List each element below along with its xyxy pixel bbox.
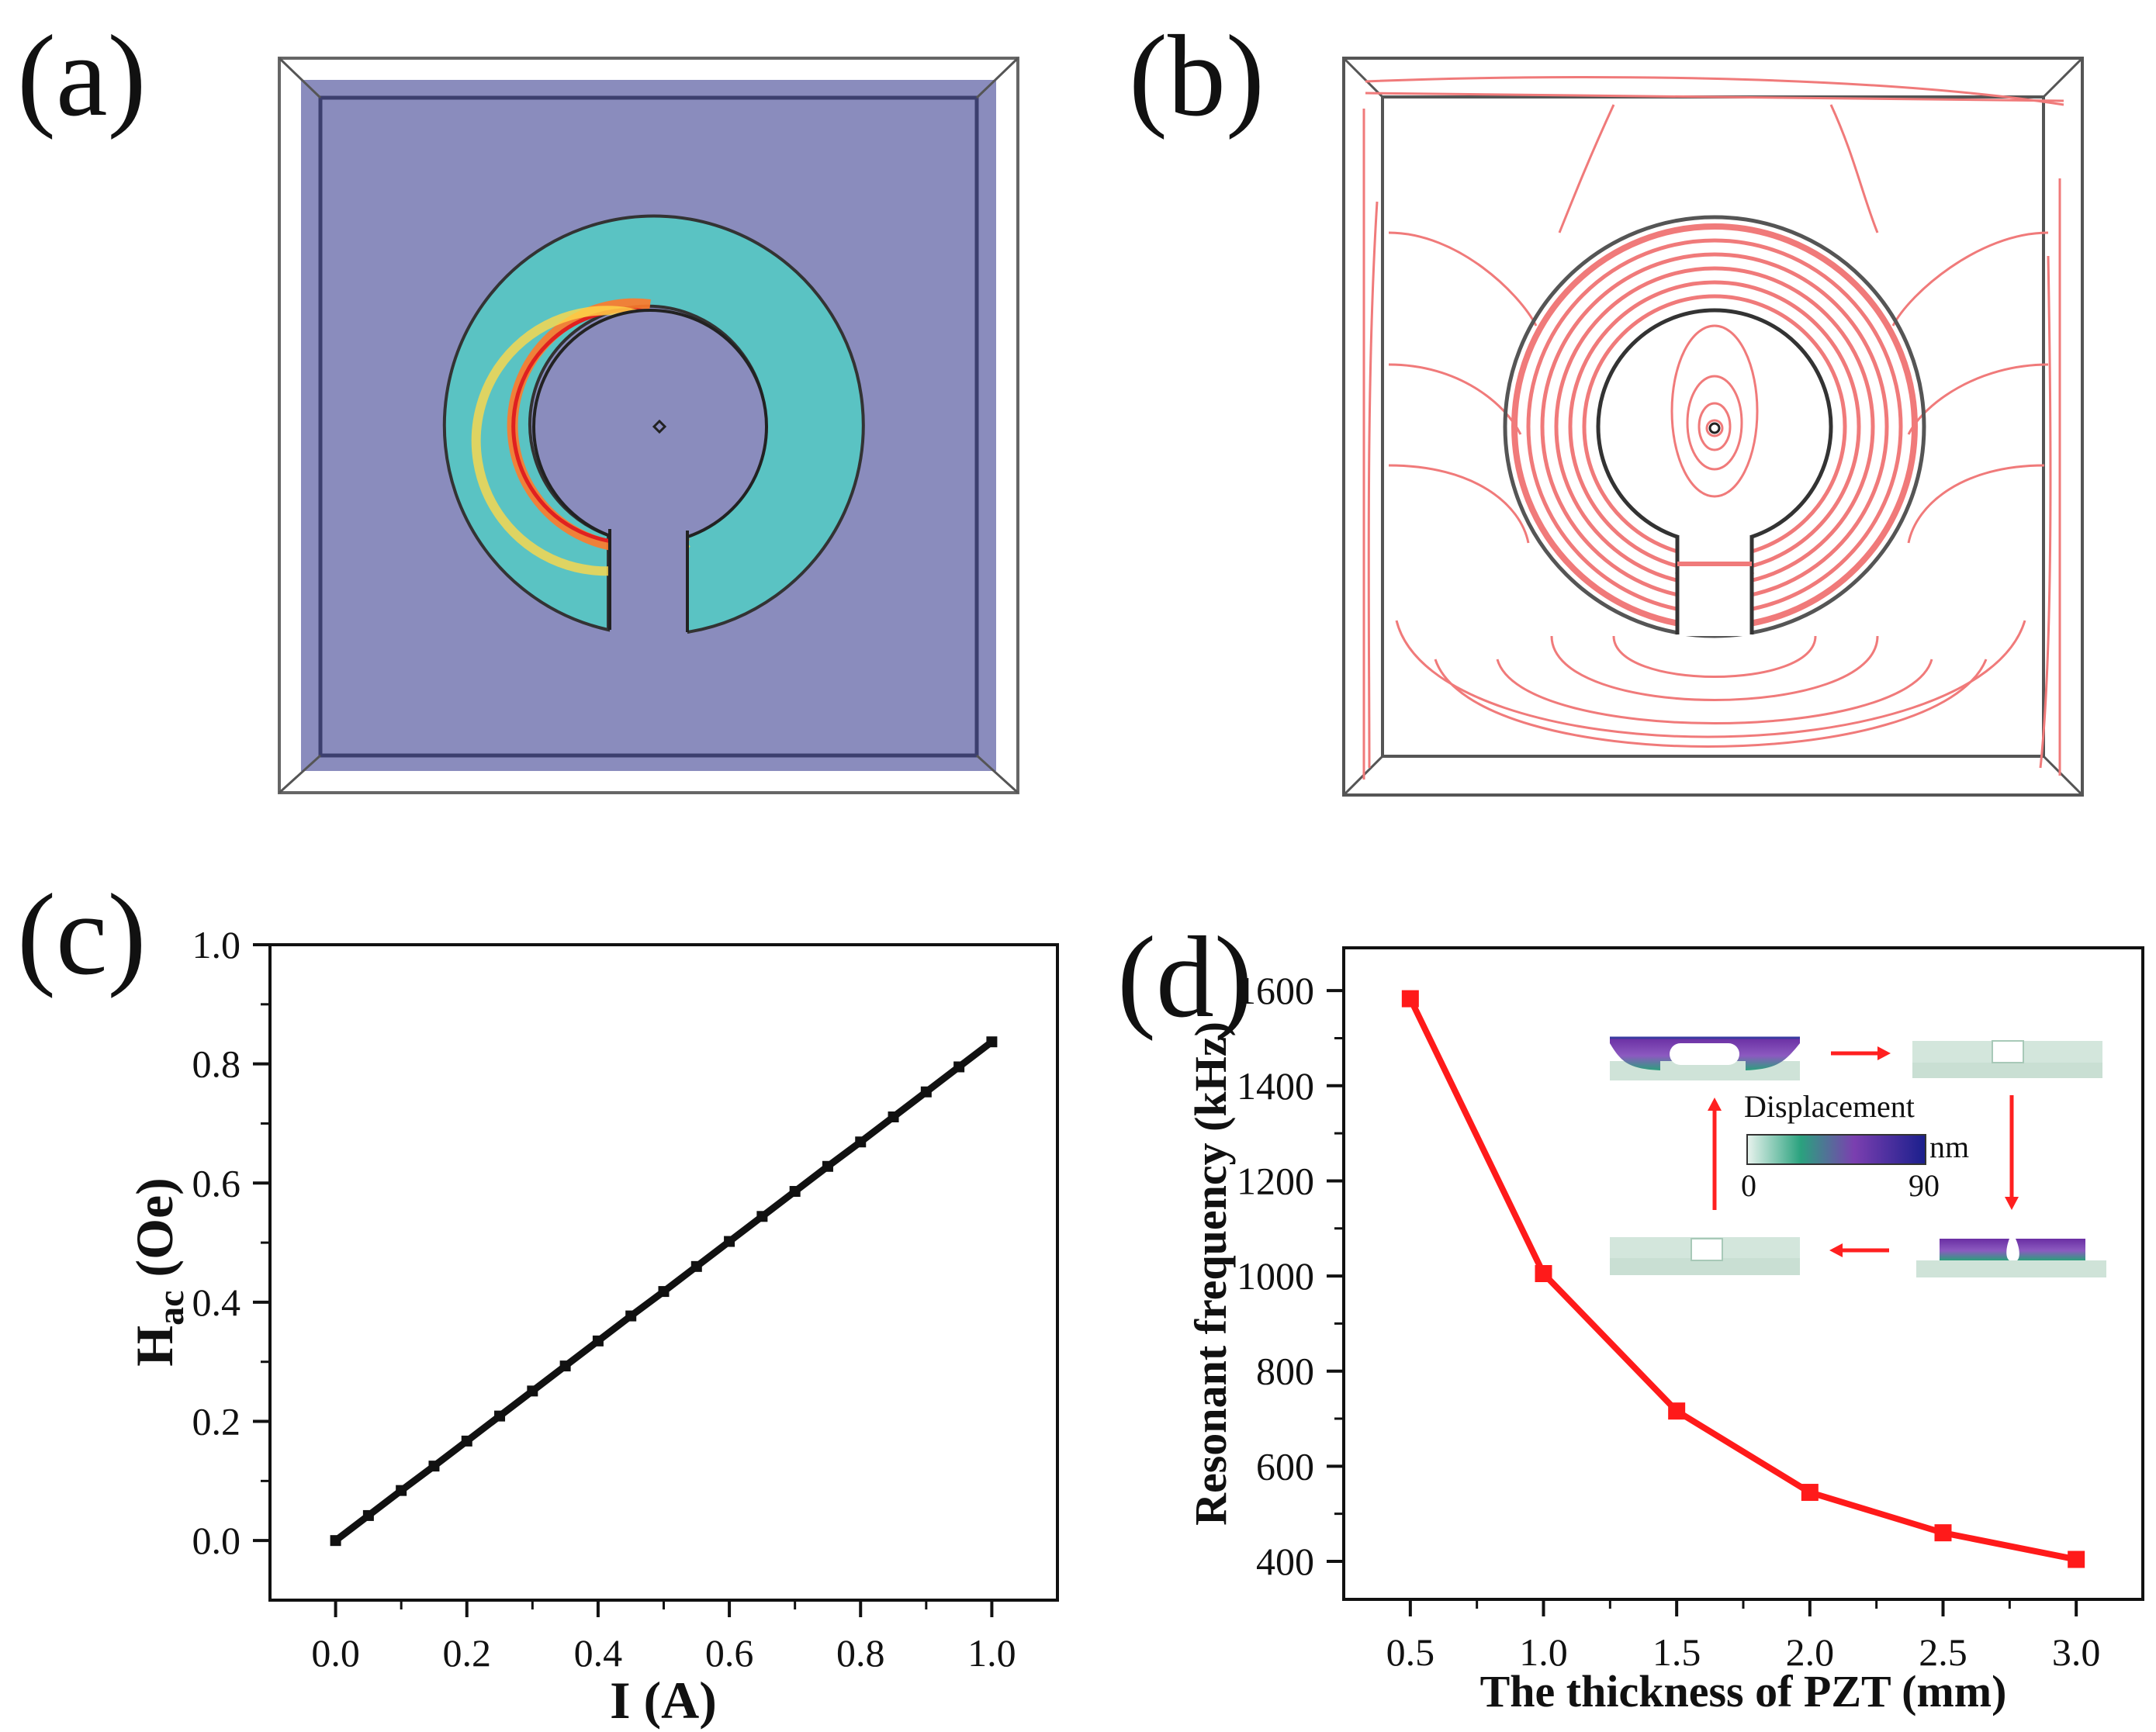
chart-d-ylabel: Resonant frequency (kHz) <box>1185 1022 1236 1526</box>
panel-b: (b) <box>1129 12 2084 797</box>
chart-d-xtick-label: 2.5 <box>1919 1630 1967 1674</box>
chart-c-point <box>690 1260 702 1272</box>
chart-c-xtick-label: 0.4 <box>574 1631 623 1675</box>
chart-d-ytick-label: 600 <box>1256 1444 1314 1488</box>
chart-c-point <box>822 1160 833 1172</box>
chart-c-ytick-label: 0.2 <box>192 1400 241 1443</box>
chart-d-ytick-label: 1200 <box>1237 1159 1314 1202</box>
chart-d-point <box>1668 1402 1686 1420</box>
chart-d-xtick-label: 0.5 <box>1386 1630 1435 1674</box>
panel-label-c: (c) <box>17 870 146 999</box>
field-box-outer <box>1342 57 2084 797</box>
panel-label-b: (b) <box>1129 12 1265 140</box>
chart-c-ytick-label: 0.0 <box>192 1519 241 1562</box>
chart-d-xtick-label: 1.5 <box>1652 1630 1701 1674</box>
chart-c-point <box>986 1036 998 1048</box>
inset-colorbar-title: Displacement <box>1744 1089 1915 1124</box>
chart-d-point <box>1535 1265 1552 1282</box>
sim-box-inner <box>318 95 979 758</box>
chart-c-point <box>592 1335 604 1347</box>
chart-d-ytick-label: 1600 <box>1237 969 1314 1012</box>
chart-c-point <box>724 1236 735 1247</box>
chart-c-ytick-label: 0.6 <box>192 1161 241 1205</box>
chart-d-ytick-label: 800 <box>1256 1350 1314 1393</box>
inset-colorbar-min: 0 <box>1741 1168 1756 1203</box>
inset-state-top-left <box>1610 1036 1800 1080</box>
inset-colorbar-max: 90 <box>1909 1168 1940 1203</box>
inset-state-bottom-left <box>1610 1237 1800 1275</box>
chart-c-ylabel-sub: ac <box>151 1291 192 1326</box>
ring-heatmap <box>442 214 865 636</box>
panel-d: (d) 0.5 1.0 1.5 2.0 2.5 3.0 400 600 800 1000 1200 1… <box>1117 913 2144 1716</box>
chart-c-ylabel-rest: (Oe) <box>125 1177 184 1290</box>
chart-d-point <box>2068 1551 2085 1568</box>
chart-c-ytick-label: 1.0 <box>192 923 241 966</box>
chart-c-xlabel: I (A) <box>610 1671 717 1730</box>
panel-a: (a) <box>17 12 1019 794</box>
chart-c-point <box>461 1435 472 1447</box>
chart-d-point <box>1801 1484 1819 1502</box>
chart-d-xlabel: The thickness of PZT (mm) <box>1480 1666 2007 1716</box>
chart-c-point <box>362 1509 374 1521</box>
chart-c-ytick-label: 0.4 <box>192 1281 241 1324</box>
chart-c-point <box>888 1111 899 1123</box>
chart-c-point <box>953 1061 965 1073</box>
chart-c-point <box>396 1485 407 1496</box>
chart-d-point <box>1934 1524 1952 1542</box>
inset-state-bottom-right <box>1916 1239 2106 1277</box>
chart-d-xtick-label: 3.0 <box>2052 1630 2101 1674</box>
sim-box-outer <box>278 57 1019 794</box>
chart-d-point <box>1401 990 1419 1008</box>
chart-c-point <box>789 1186 801 1198</box>
chart-c-xtick-label: 0.2 <box>443 1631 492 1675</box>
panel-label-a: (a) <box>17 12 146 140</box>
inset-mode-cycle: Displacement nm 0 90 <box>1610 1036 2106 1277</box>
chart-c-ylabel: Hac (Oe) <box>125 1177 192 1367</box>
chart-c-point <box>494 1410 506 1422</box>
chart-c-ytick-label: 0.8 <box>192 1042 241 1086</box>
chart-d-ytick-label: 400 <box>1256 1540 1314 1583</box>
chart-c-xtick-label: 1.0 <box>967 1631 1016 1675</box>
inset-colorbar <box>1746 1134 1926 1165</box>
inset-state-top-right <box>1912 1040 2102 1078</box>
chart-c-xtick-label: 0.8 <box>836 1631 885 1675</box>
chart-c-point <box>428 1461 440 1472</box>
panel-label-d: (d) <box>1117 913 1253 1042</box>
chart-c-point <box>855 1136 867 1148</box>
chart-c-point <box>330 1535 341 1547</box>
chart-d-ytick-label: 1000 <box>1237 1254 1314 1298</box>
chart-c-point <box>559 1360 571 1372</box>
chart-c-point <box>527 1385 538 1397</box>
chart-d-series-line <box>1407 997 2077 1563</box>
chart-c-point <box>658 1286 670 1298</box>
chart-c-point <box>756 1211 768 1222</box>
chart-d-xtick-label: 1.0 <box>1519 1630 1568 1674</box>
chart-c-xtick-label: 0.0 <box>311 1631 360 1675</box>
field-ring <box>1503 215 1926 638</box>
field-lines <box>1362 75 2064 780</box>
inset-arrows <box>1708 1046 2019 1257</box>
chart-d-xtick-label: 2.0 <box>1786 1630 1835 1674</box>
chart-c-point <box>920 1086 932 1098</box>
inset-colorbar-unit: nm <box>1929 1129 1969 1164</box>
chart-c-point <box>625 1310 637 1322</box>
chart-c-xtick-label: 0.6 <box>705 1631 754 1675</box>
panel-c: (c) 0.0 0.2 0.4 0.6 0.8 1.0 0.0 0.2 0.4 0.6 0.8 1.0… <box>17 870 1059 1730</box>
chart-c-ylabel-main: H <box>125 1326 184 1367</box>
chart-d-ytick-label: 1400 <box>1237 1064 1314 1108</box>
